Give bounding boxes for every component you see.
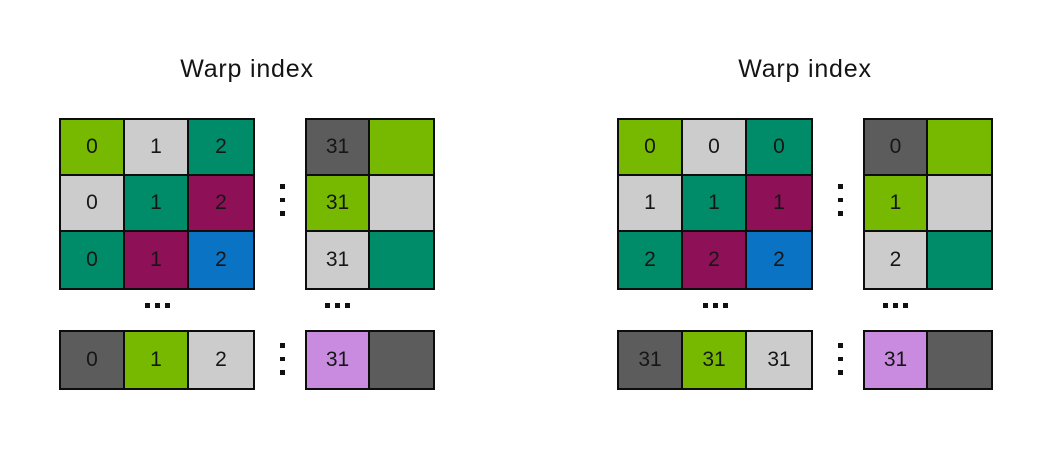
empty-cell [928, 176, 991, 232]
index-cell: 2 [683, 232, 747, 288]
index-cell: 1 [125, 176, 189, 232]
empty-cell [928, 332, 991, 388]
bottom-strip: 31 [305, 330, 435, 390]
index-cell: 0 [619, 120, 683, 176]
index-cell: 0 [61, 232, 125, 288]
index-cell: 1 [125, 332, 189, 388]
ellipsis-vertical-icon [838, 184, 843, 216]
index-cell: 2 [747, 232, 811, 288]
empty-cell [370, 176, 433, 232]
index-cell: 31 [307, 332, 370, 388]
index-cell: 0 [61, 120, 125, 176]
index-cell: 1 [619, 176, 683, 232]
index-cell: 2 [619, 232, 683, 288]
ellipsis-horizontal-icon [145, 303, 170, 308]
index-cell: 0 [61, 332, 125, 388]
index-cell: 31 [865, 332, 928, 388]
empty-cell [370, 120, 433, 176]
panel-title: Warp index [738, 55, 872, 83]
ellipsis-vertical-icon [838, 343, 843, 375]
bottom-strip: 31 [863, 330, 993, 390]
index-cell: 2 [189, 332, 253, 388]
empty-cell [928, 120, 991, 176]
index-cell: 31 [747, 332, 811, 388]
index-cell: 31 [307, 176, 370, 232]
index-cell: 31 [307, 120, 370, 176]
index-cell: 31 [307, 232, 370, 288]
empty-cell [928, 232, 991, 288]
index-cell: 2 [189, 120, 253, 176]
panel-title: Warp index [180, 55, 314, 83]
index-cell: 0 [865, 120, 928, 176]
index-cell: 2 [189, 176, 253, 232]
ellipsis-horizontal-icon [883, 303, 908, 308]
ellipsis-vertical-icon [280, 343, 285, 375]
index-cell: 1 [747, 176, 811, 232]
index-cell: 31 [619, 332, 683, 388]
index-cell: 0 [747, 120, 811, 176]
index-cell: 0 [61, 176, 125, 232]
empty-cell [370, 232, 433, 288]
index-cell: 1 [865, 176, 928, 232]
index-cell: 1 [125, 120, 189, 176]
index-cell: 31 [683, 332, 747, 388]
bottom-row: 31 31 31 [617, 330, 813, 390]
index-cell: 0 [683, 120, 747, 176]
index-cell: 1 [683, 176, 747, 232]
index-cell: 1 [125, 232, 189, 288]
empty-cell [370, 332, 433, 388]
index-cell: 2 [865, 232, 928, 288]
ellipsis-horizontal-icon [325, 303, 350, 308]
last-column-strip: 31 31 31 [305, 118, 435, 290]
index-cell: 2 [189, 232, 253, 288]
ellipsis-vertical-icon [280, 184, 285, 216]
ellipsis-horizontal-icon [703, 303, 728, 308]
